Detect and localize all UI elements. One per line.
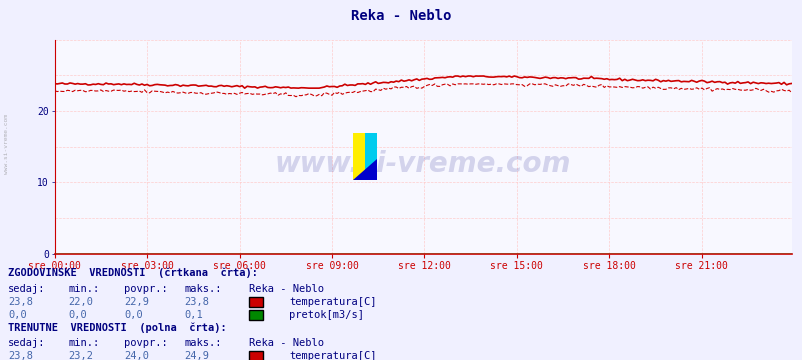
Text: maks.:: maks.: [184, 284, 222, 294]
Text: 23,8: 23,8 [8, 297, 33, 307]
Bar [365, 133, 377, 180]
Text: 23,2: 23,2 [68, 351, 93, 360]
Text: Reka - Neblo: Reka - Neblo [249, 338, 323, 348]
Bar [353, 133, 365, 180]
Text: temperatura[C]: temperatura[C] [289, 351, 376, 360]
Text: povpr.:: povpr.: [124, 338, 168, 348]
Text: min.:: min.: [68, 338, 99, 348]
Text: Reka - Neblo: Reka - Neblo [350, 9, 452, 23]
Polygon shape [353, 159, 377, 180]
Text: 22,9: 22,9 [124, 297, 149, 307]
Text: ZGODOVINSKE  VREDNOSTI  (črtkana  črta):: ZGODOVINSKE VREDNOSTI (črtkana črta): [8, 268, 257, 279]
Text: pretok[m3/s]: pretok[m3/s] [289, 310, 363, 320]
Text: www.si-vreme.com: www.si-vreme.com [4, 114, 9, 174]
Text: sedaj:: sedaj: [8, 284, 46, 294]
Text: TRENUTNE  VREDNOSTI  (polna  črta):: TRENUTNE VREDNOSTI (polna črta): [8, 323, 226, 333]
Text: povpr.:: povpr.: [124, 284, 168, 294]
Text: 24,0: 24,0 [124, 351, 149, 360]
Text: 23,8: 23,8 [184, 297, 209, 307]
Text: temperatura[C]: temperatura[C] [289, 297, 376, 307]
Text: 0,0: 0,0 [8, 310, 26, 320]
Text: 22,0: 22,0 [68, 297, 93, 307]
Text: 0,0: 0,0 [124, 310, 143, 320]
Text: www.si-vreme.com: www.si-vreme.com [274, 150, 571, 178]
Text: 23,8: 23,8 [8, 351, 33, 360]
Text: sedaj:: sedaj: [8, 338, 46, 348]
Text: Reka - Neblo: Reka - Neblo [249, 284, 323, 294]
Text: 0,0: 0,0 [68, 310, 87, 320]
Text: 0,1: 0,1 [184, 310, 203, 320]
Text: min.:: min.: [68, 284, 99, 294]
Text: maks.:: maks.: [184, 338, 222, 348]
Text: 24,9: 24,9 [184, 351, 209, 360]
